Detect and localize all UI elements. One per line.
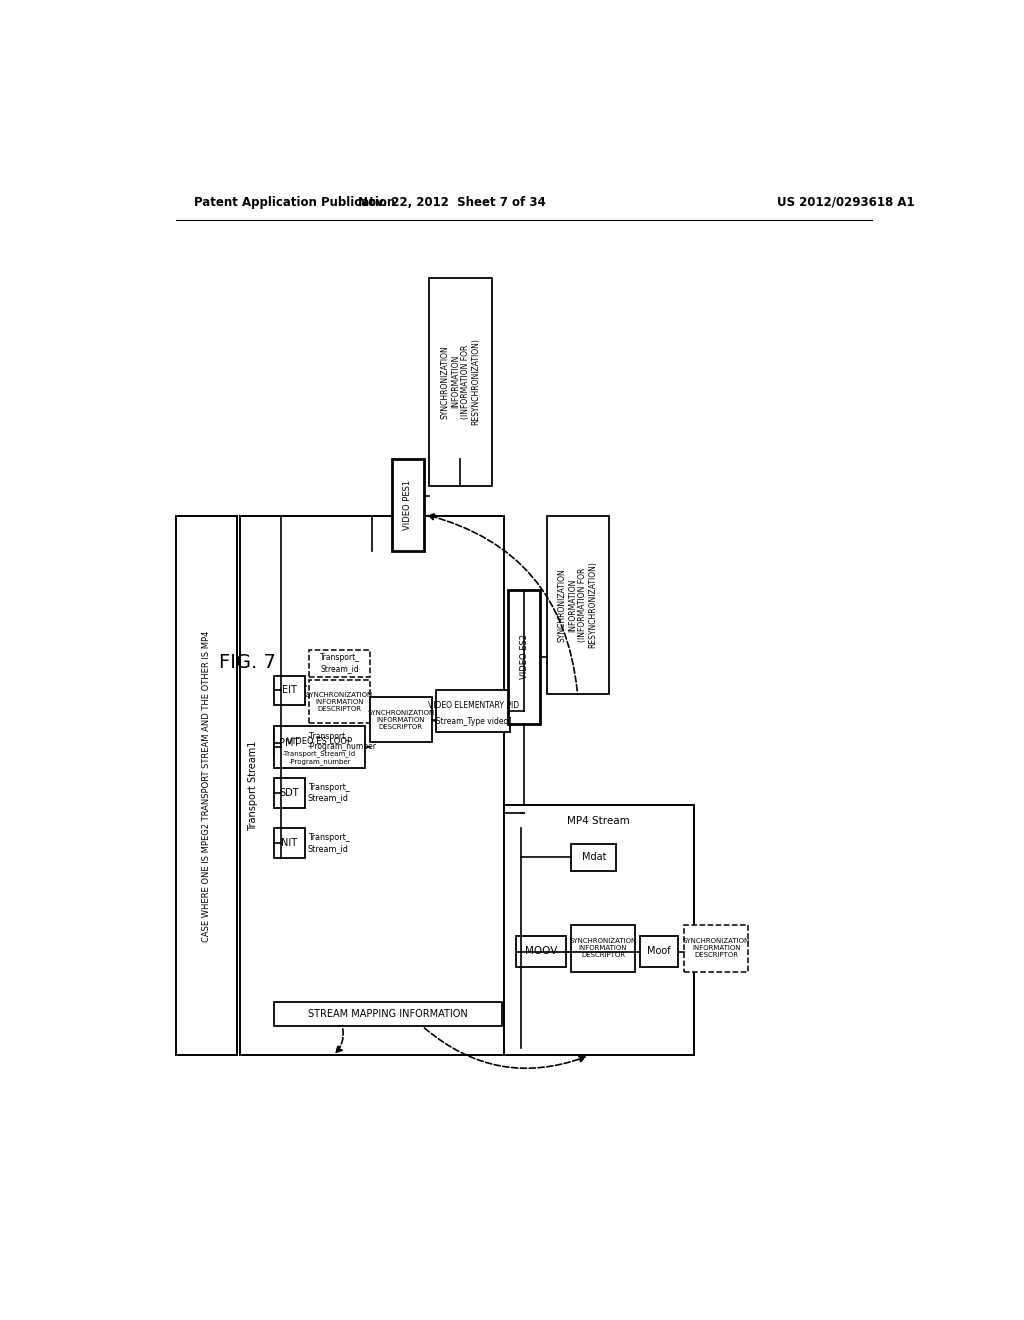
Bar <box>508 590 541 725</box>
Text: VIDEO PES1: VIDEO PES1 <box>403 480 413 529</box>
Text: VIDEO ELEMENTARY PID: VIDEO ELEMENTARY PID <box>428 701 519 710</box>
Bar <box>176 516 237 1056</box>
Bar <box>309 649 370 677</box>
Text: NIT: NIT <box>282 838 297 847</box>
FancyArrowPatch shape <box>428 513 578 690</box>
Bar <box>391 459 424 552</box>
Text: SDT: SDT <box>280 788 299 797</box>
FancyArrowPatch shape <box>424 1028 585 1068</box>
FancyArrowPatch shape <box>336 1028 343 1052</box>
Text: SYNCHRONIZATION
INFORMATION
(INFORMATION FOR
RESYNCHRONIZATION): SYNCHRONIZATION INFORMATION (INFORMATION… <box>557 561 598 648</box>
Text: Nov. 22, 2012  Sheet 7 of 34: Nov. 22, 2012 Sheet 7 of 34 <box>358 195 546 209</box>
Bar <box>515 936 566 966</box>
Text: MP4 Stream: MP4 Stream <box>567 816 630 826</box>
Text: -Stream_Type video1: -Stream_Type video1 <box>433 717 513 726</box>
Text: -Transport_
-Program_number: -Transport_ -Program_number <box>308 731 377 751</box>
Bar <box>571 843 616 871</box>
Text: STREAM MAPPING INFORMATION: STREAM MAPPING INFORMATION <box>308 1008 468 1019</box>
Text: FIG. 7: FIG. 7 <box>219 653 276 672</box>
Text: Moof: Moof <box>647 946 671 957</box>
Text: SYNCHRONIZATION
INFORMATION
DESCRIPTOR: SYNCHRONIZATION INFORMATION DESCRIPTOR <box>306 692 373 711</box>
Bar <box>273 1002 503 1026</box>
Bar <box>273 729 305 758</box>
Text: SYNCHRONIZATION
INFORMATION
DESCRIPTOR: SYNCHRONIZATION INFORMATION DESCRIPTOR <box>368 710 434 730</box>
Bar <box>429 277 493 486</box>
Text: Patent Application Publication: Patent Application Publication <box>194 195 395 209</box>
Text: -Transport_Stream_id
-Program_number: -Transport_Stream_id -Program_number <box>283 751 356 766</box>
Bar <box>273 779 305 808</box>
Bar <box>273 726 366 768</box>
Text: Transport Stream1: Transport Stream1 <box>248 741 258 832</box>
Bar <box>309 681 370 723</box>
Text: VIDEO ES LOOP: VIDEO ES LOOP <box>287 737 352 746</box>
Text: MOOV: MOOV <box>524 946 557 957</box>
Bar <box>273 676 305 705</box>
Text: SYNCHRONIZATION
INFORMATION
(INFORMATION FOR
RESYNCHRONIZATION): SYNCHRONIZATION INFORMATION (INFORMATION… <box>440 338 480 425</box>
Text: CASE WHERE ONE IS MPEG2 TRANSPORT STREAM AND THE OTHER IS MP4: CASE WHERE ONE IS MPEG2 TRANSPORT STREAM… <box>202 630 211 941</box>
Bar <box>640 936 678 966</box>
Bar <box>370 697 432 742</box>
Bar <box>504 805 693 1056</box>
Bar <box>436 689 510 733</box>
Bar <box>571 924 635 973</box>
Text: Transport_
Stream_id: Transport_ Stream_id <box>308 783 349 803</box>
Text: US 2012/0293618 A1: US 2012/0293618 A1 <box>777 195 915 209</box>
Text: Mdat: Mdat <box>582 853 606 862</box>
Bar <box>684 924 748 973</box>
Bar <box>547 516 608 693</box>
Text: EIT: EIT <box>282 685 297 696</box>
Text: SYNCHRONIZATION
INFORMATION
DESCRIPTOR: SYNCHRONIZATION INFORMATION DESCRIPTOR <box>683 939 750 958</box>
Text: SYNCHRONIZATION
INFORMATION
DESCRIPTOR: SYNCHRONIZATION INFORMATION DESCRIPTOR <box>569 939 637 958</box>
Bar <box>273 829 305 858</box>
Text: Transport_
Stream_id: Transport_ Stream_id <box>308 833 349 853</box>
Text: Transport_
Stream_id: Transport_ Stream_id <box>319 653 359 673</box>
Text: VIDEO ES2: VIDEO ES2 <box>519 635 528 680</box>
Bar <box>241 516 504 1056</box>
Text: PMT: PMT <box>279 738 299 748</box>
